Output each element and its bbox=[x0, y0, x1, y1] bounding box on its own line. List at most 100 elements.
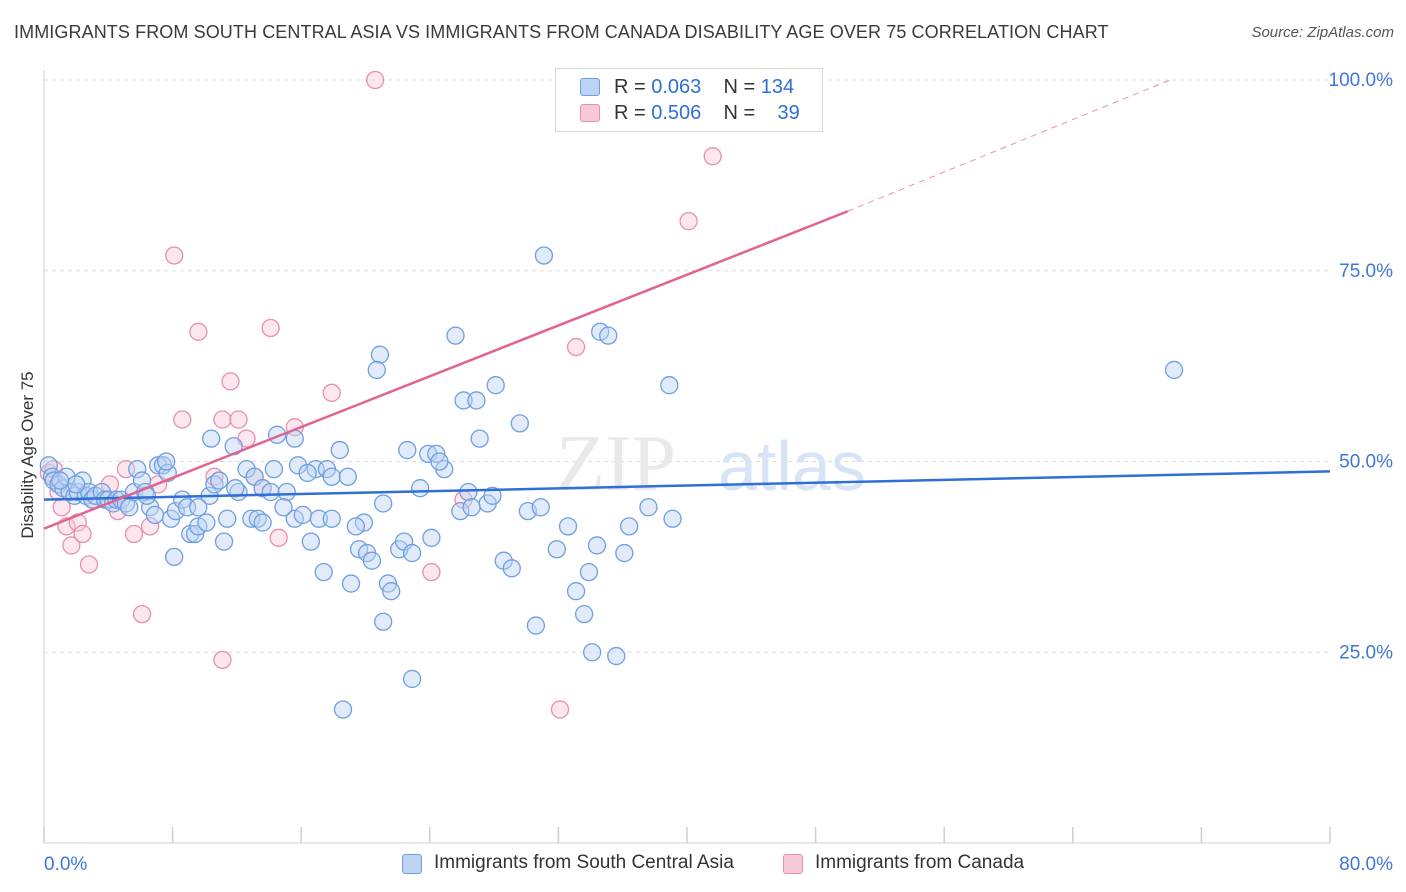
pink-point bbox=[221, 372, 240, 391]
watermark: ZIP atlas bbox=[556, 420, 866, 508]
blue-point bbox=[301, 532, 320, 551]
blue-point bbox=[226, 479, 245, 498]
blue-point bbox=[462, 498, 481, 517]
blue-point bbox=[341, 574, 361, 593]
chart-title: IMMIGRANTS FROM SOUTH CENTRAL ASIA VS IM… bbox=[14, 22, 1109, 42]
blue-point bbox=[583, 643, 602, 662]
blue-point bbox=[210, 471, 229, 490]
blue-point bbox=[615, 543, 634, 563]
pink-point bbox=[365, 70, 385, 90]
blue-point bbox=[587, 536, 607, 555]
y-axis-label: Disability Age Over 75 bbox=[18, 371, 37, 539]
x-tick-label: 0.0% bbox=[44, 854, 87, 875]
legend-n-label: N = bbox=[723, 102, 756, 124]
source-label: Source: ZipAtlas.com bbox=[1251, 24, 1394, 41]
pink-point bbox=[73, 524, 92, 544]
blue-point bbox=[67, 475, 86, 494]
blue-point bbox=[145, 505, 165, 525]
y-tick-label: 50.0% bbox=[1339, 452, 1393, 473]
blue-point bbox=[502, 559, 521, 578]
pink-point bbox=[124, 524, 144, 544]
blue-point bbox=[202, 429, 221, 448]
blue-point bbox=[663, 509, 682, 528]
pink-point bbox=[422, 562, 441, 582]
x-tick-label: 80.0% bbox=[1339, 854, 1393, 875]
blue-point bbox=[50, 471, 70, 490]
blue-point bbox=[367, 360, 386, 380]
y-tick-label: 75.0% bbox=[1339, 261, 1393, 282]
blue-point bbox=[483, 486, 502, 505]
blue-point bbox=[402, 669, 422, 689]
blue-point bbox=[293, 505, 312, 525]
blue-point bbox=[547, 540, 566, 559]
blue-point bbox=[486, 376, 505, 395]
legend-n-value: 39 bbox=[777, 102, 800, 124]
blue-point bbox=[309, 509, 329, 528]
blue-point bbox=[362, 551, 382, 570]
legend-r-value: 0.506 bbox=[651, 102, 702, 124]
blue-legend-swatch bbox=[402, 854, 422, 874]
tick-labels: 25.0% 50.0% 75.0% 100.0% 0.0% 80.0% bbox=[44, 70, 1393, 875]
axes bbox=[43, 70, 1331, 844]
blue-point bbox=[157, 452, 176, 471]
blue-point bbox=[454, 391, 473, 410]
legend-n-label: N = bbox=[723, 76, 756, 98]
correlation-legend: R = 0.063 N = 134 R = 0.506 N = 39 bbox=[555, 68, 823, 132]
blue-point bbox=[459, 482, 478, 502]
blue-point bbox=[333, 700, 353, 719]
pink-point bbox=[261, 318, 280, 338]
pink-point bbox=[703, 147, 722, 166]
pink-point bbox=[566, 337, 586, 357]
y-tick-label: 100.0% bbox=[1329, 70, 1394, 91]
blue-point bbox=[330, 440, 349, 460]
legend-r-label: R = bbox=[614, 102, 646, 124]
blue-point bbox=[253, 513, 272, 532]
watermark-atlas: atlas bbox=[718, 427, 866, 505]
blue-point bbox=[128, 459, 147, 479]
blue-point bbox=[120, 498, 139, 517]
blue-point bbox=[322, 467, 341, 486]
pink-point bbox=[62, 536, 81, 555]
blue-point bbox=[398, 440, 417, 460]
pink-legend-label: Immigrants from Canada bbox=[815, 852, 1025, 873]
blue-point bbox=[314, 562, 333, 582]
blue-point bbox=[430, 452, 449, 471]
pink-point bbox=[213, 650, 232, 670]
pink-trend-line bbox=[43, 210, 849, 530]
blue-trend-line bbox=[43, 470, 1331, 501]
blue-point bbox=[558, 517, 578, 536]
blue-point bbox=[277, 482, 296, 502]
blue-point bbox=[242, 509, 261, 528]
blue-point bbox=[599, 326, 618, 345]
pink-trend-extension bbox=[847, 79, 1171, 212]
blue-point bbox=[534, 246, 554, 265]
blue-point bbox=[382, 582, 401, 601]
blue-point bbox=[274, 498, 293, 517]
pink-point bbox=[550, 700, 570, 719]
blue-point bbox=[288, 456, 308, 475]
blue-point bbox=[298, 463, 317, 483]
blue-point bbox=[660, 376, 679, 395]
blue-point bbox=[261, 482, 280, 502]
pink-point bbox=[189, 322, 208, 341]
blue-point bbox=[370, 345, 390, 364]
blue-point bbox=[510, 414, 529, 433]
blue-point bbox=[189, 498, 208, 517]
blue-swatch bbox=[580, 78, 600, 96]
blue-point bbox=[338, 467, 357, 486]
blue-point bbox=[402, 543, 422, 563]
blue-point bbox=[214, 532, 234, 551]
pink-series-points bbox=[39, 70, 722, 719]
blue-point bbox=[166, 501, 185, 521]
blue-point bbox=[197, 513, 216, 532]
blue-point bbox=[451, 501, 470, 521]
legend-r-label: R = bbox=[614, 76, 646, 98]
pink-swatch bbox=[580, 104, 600, 122]
pink-point bbox=[140, 517, 160, 536]
blue-point bbox=[346, 517, 366, 536]
blue-point bbox=[526, 616, 546, 635]
blue-point bbox=[1164, 360, 1184, 380]
blue-legend-label: Immigrants from South Central Asia bbox=[434, 852, 734, 873]
blue-point bbox=[322, 509, 341, 528]
